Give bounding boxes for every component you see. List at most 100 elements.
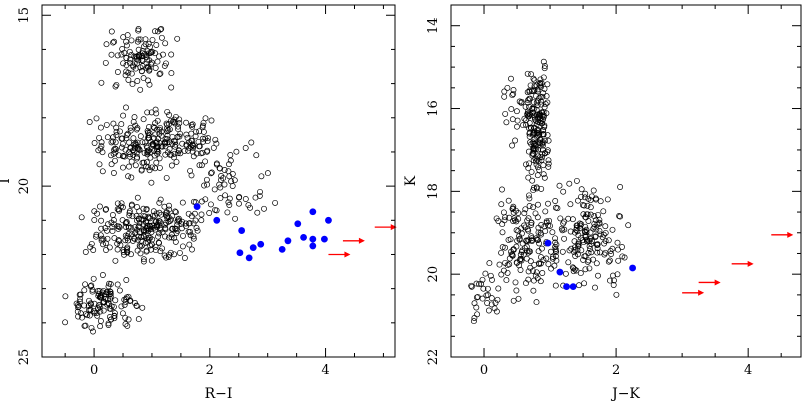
- data-point-open: [581, 228, 588, 235]
- data-point-open: [189, 142, 196, 149]
- data-point-highlighted: [245, 254, 253, 262]
- data-point-open: [567, 201, 574, 208]
- data-point-open: [96, 161, 103, 168]
- data-point-open: [123, 132, 130, 138]
- data-point-open: [110, 217, 117, 224]
- data-point-open: [115, 225, 122, 232]
- axis-ticks: [450, 4, 801, 358]
- y-tick-label: 20: [426, 266, 441, 283]
- data-point-open: [595, 211, 601, 218]
- data-point-open: [103, 41, 110, 48]
- data-point-open: [553, 257, 560, 264]
- data-point-open: [81, 287, 88, 294]
- data-point-open: [232, 215, 239, 222]
- data-point-open: [540, 74, 547, 81]
- data-point-open: [123, 277, 130, 283]
- data-point-open: [206, 210, 213, 216]
- data-point-open: [502, 110, 509, 117]
- data-point-open: [492, 299, 499, 306]
- data-point-open: [593, 241, 600, 248]
- data-point-open: [198, 217, 205, 224]
- data-point-open: [124, 322, 131, 329]
- data-point-open: [115, 237, 122, 244]
- data-point-open: [149, 36, 156, 43]
- data-point-open: [484, 292, 491, 298]
- data-point-open: [202, 158, 209, 165]
- data-point-open: [221, 181, 228, 188]
- data-point-open: [503, 119, 510, 126]
- data-point-open: [102, 59, 109, 66]
- data-point-open: [144, 109, 151, 116]
- data-point-open: [608, 251, 615, 257]
- data-point-open: [500, 209, 507, 216]
- data-point-open: [545, 160, 552, 167]
- data-point-open: [540, 131, 547, 138]
- data-point-open: [121, 301, 128, 308]
- data-point-open: [157, 248, 164, 255]
- data-point-open: [224, 209, 231, 216]
- data-point-open: [182, 220, 189, 227]
- data-point-open: [542, 101, 549, 108]
- data-point-open: [473, 280, 480, 287]
- data-point-open: [156, 126, 163, 133]
- data-point-open: [594, 249, 601, 256]
- data-point-open: [537, 278, 544, 285]
- data-point-open: [198, 150, 204, 157]
- data-point-open: [609, 245, 616, 252]
- data-point-open: [163, 120, 170, 127]
- data-point-open: [515, 228, 522, 235]
- data-point-open: [143, 248, 150, 255]
- data-point-open: [221, 167, 228, 173]
- data-point-open: [139, 53, 146, 60]
- data-point-open: [135, 233, 142, 240]
- data-point-open: [130, 151, 137, 158]
- data-point-open: [531, 88, 537, 94]
- data-point-open: [509, 206, 516, 212]
- data-point-open: [600, 208, 607, 215]
- data-point-open: [168, 234, 175, 241]
- data-point-open: [108, 316, 114, 323]
- data-point-open: [135, 224, 142, 230]
- data-point-open: [198, 211, 205, 218]
- data-point-open: [137, 133, 144, 140]
- data-point-open: [110, 150, 117, 157]
- data-point-open: [533, 299, 540, 306]
- data-point-open: [569, 264, 576, 271]
- data-point-open: [98, 139, 105, 146]
- data-point-open: [594, 245, 601, 252]
- data-point-open: [538, 245, 545, 252]
- data-point-highlighted: [309, 235, 317, 243]
- data-point-open: [583, 226, 590, 233]
- data-point-open: [543, 93, 550, 100]
- data-point-open: [526, 133, 533, 140]
- data-point-open: [134, 143, 141, 150]
- data-point-highlighted: [257, 240, 265, 248]
- data-point-open: [551, 262, 558, 269]
- data-point-open: [528, 221, 535, 228]
- data-point-open: [540, 162, 547, 169]
- data-point-open: [196, 162, 203, 169]
- data-point-open: [195, 138, 202, 145]
- data-point-highlighted: [300, 233, 307, 241]
- data-point-open: [112, 145, 119, 152]
- data-point-open: [582, 266, 589, 273]
- data-point-open: [242, 196, 249, 202]
- data-point-open: [609, 226, 616, 233]
- data-point-open: [110, 39, 117, 46]
- data-point-open: [204, 148, 210, 155]
- data-point-open: [526, 248, 532, 255]
- data-point-open: [533, 146, 540, 153]
- data-point-open: [168, 51, 175, 58]
- data-point-open: [110, 303, 117, 310]
- data-point-open: [531, 77, 538, 84]
- data-point-open: [211, 186, 218, 193]
- data-point-open: [181, 147, 188, 154]
- data-point-open: [96, 303, 103, 310]
- data-point-highlighted: [284, 237, 292, 245]
- data-point-open: [165, 127, 172, 134]
- data-point-open: [173, 230, 180, 236]
- data-point-open: [138, 166, 145, 173]
- data-point-open: [95, 305, 101, 312]
- data-point-open: [134, 194, 141, 201]
- data-point-open: [123, 38, 130, 45]
